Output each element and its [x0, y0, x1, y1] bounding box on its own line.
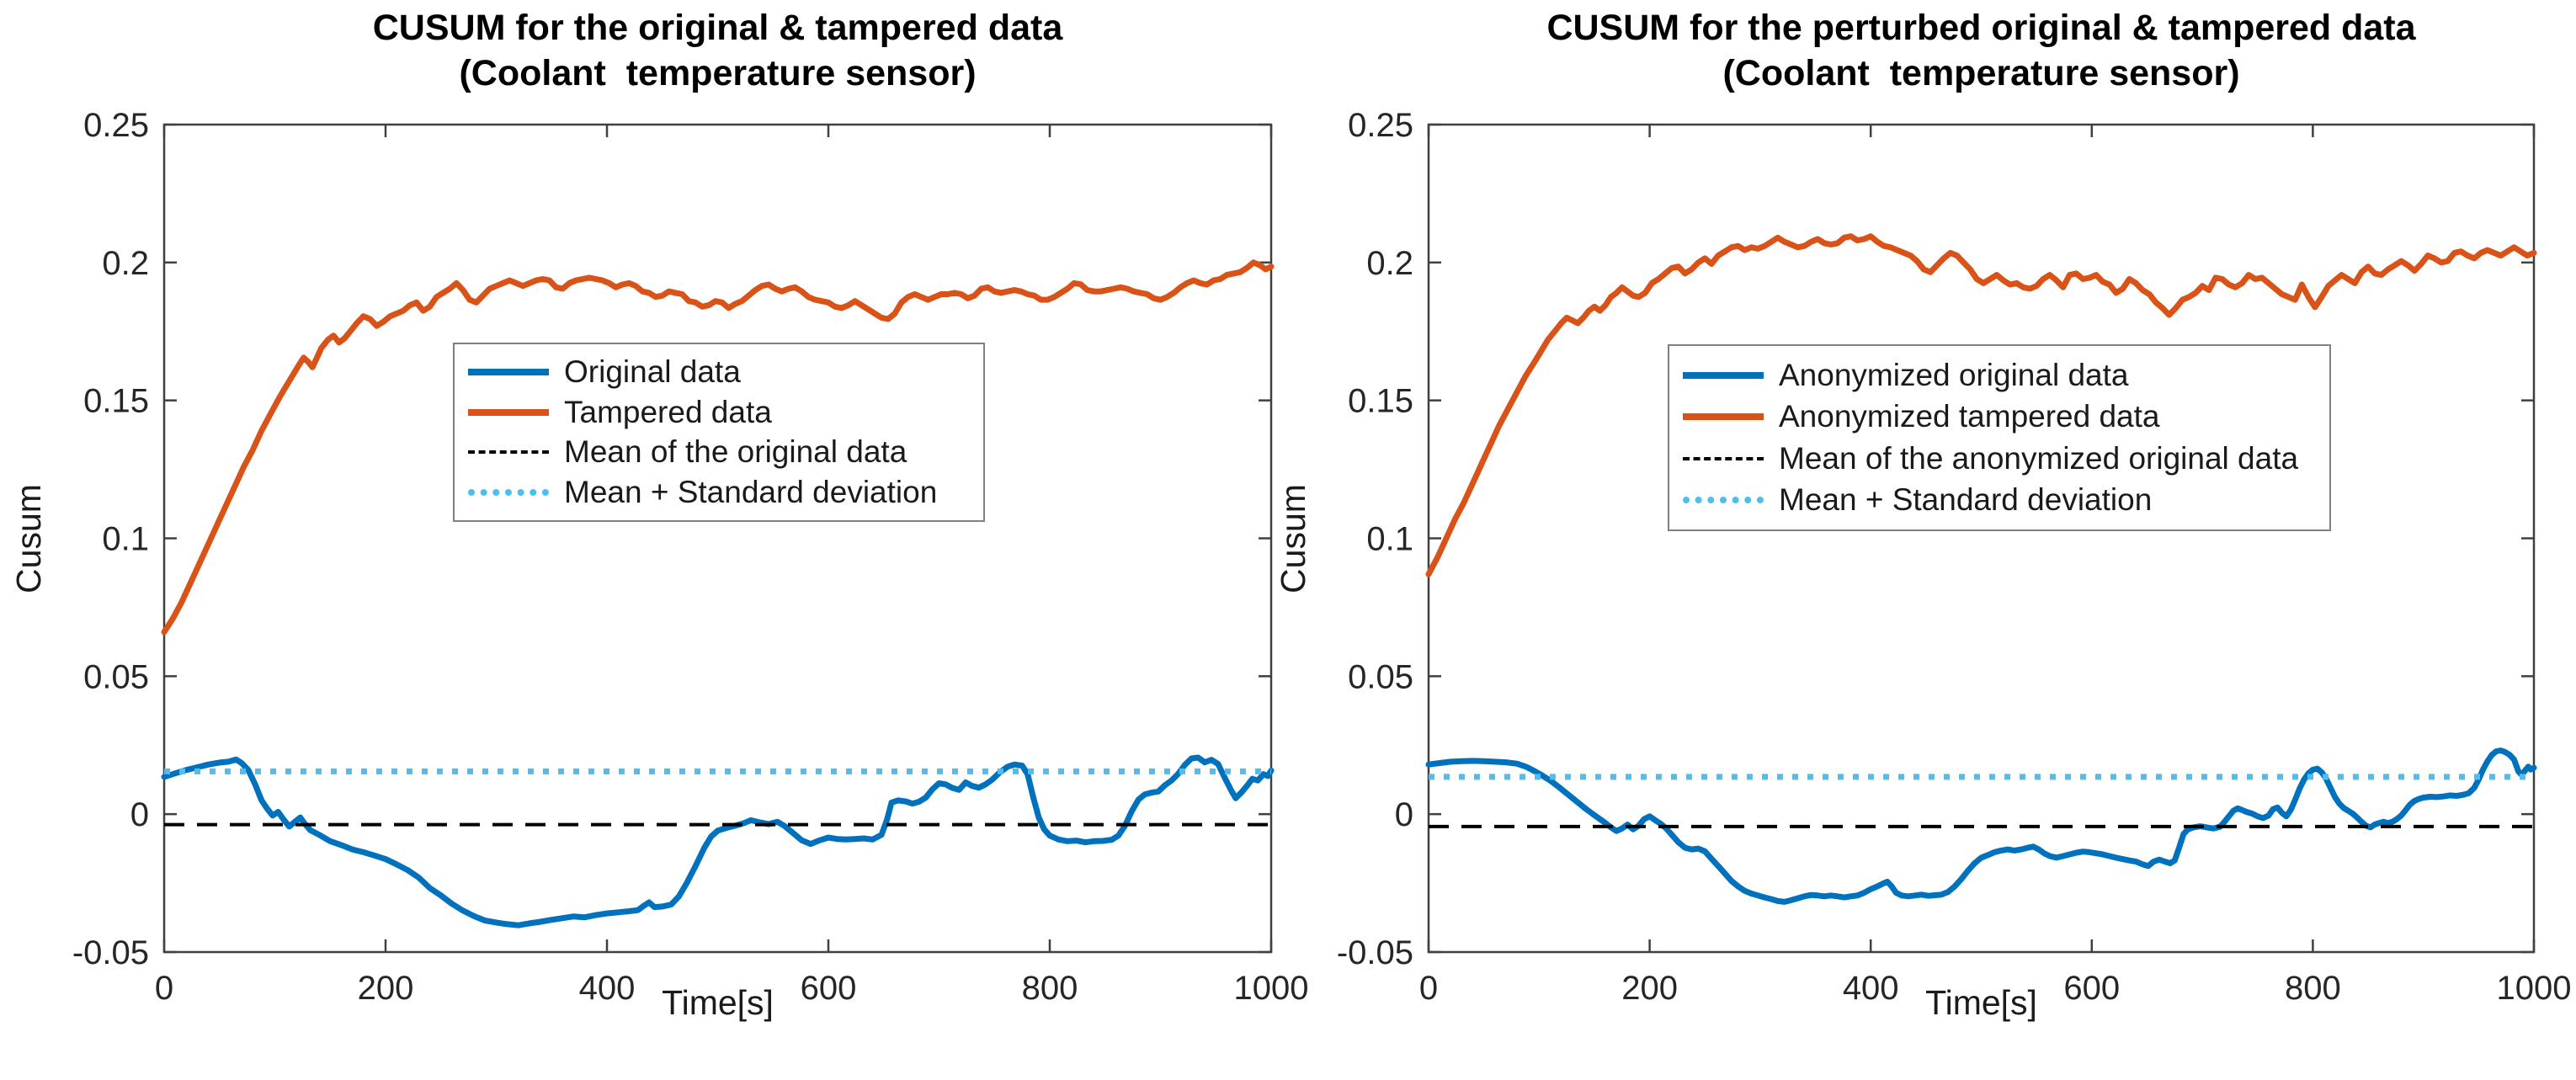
- legend-label: Mean of the original data: [564, 434, 907, 470]
- y-tick-label: 0.2: [102, 245, 149, 282]
- legend-item-anonymized-original-data: Anonymized original data: [1683, 358, 2321, 393]
- left-x-axis-label: Time[s]: [662, 983, 774, 1022]
- tampered-data-line-sample: [468, 408, 549, 416]
- legend-item-mean: Mean of the original data: [468, 434, 975, 470]
- x-tick-label: 600: [2063, 970, 2120, 1007]
- y-tick-label: 0.05: [83, 658, 149, 695]
- y-tick-label: 0.1: [1366, 521, 1413, 558]
- left-title-line2: (Coolant temperature sensor): [459, 53, 977, 93]
- y-tick-label: -0.05: [1337, 934, 1413, 971]
- y-tick-label: 0.25: [83, 107, 149, 144]
- legend-item-anonymized-tampered-data: Anonymized tampered data: [1683, 399, 2321, 434]
- x-tick-label: 400: [579, 970, 636, 1007]
- original-data-line-sample: [468, 368, 549, 375]
- y-tick-label: 0.15: [1348, 383, 1413, 420]
- right-legend: Anonymized original data Anonymized tamp…: [1668, 344, 2331, 531]
- legend-label: Original data: [564, 354, 741, 389]
- series-anonymized-original-line: [1425, 747, 2537, 905]
- legend-label: Tampered data: [564, 394, 772, 429]
- mean-plus-std-line-sample: [1683, 497, 1764, 504]
- mean-line-sample: [1683, 456, 1764, 460]
- x-tick-label: 400: [1843, 970, 1899, 1007]
- right-title-line2: (Coolant temperature sensor): [1722, 53, 2240, 93]
- legend-item-tampered-data: Tampered data: [468, 395, 975, 430]
- plot-area-1: 0 200 400 600 800 1000-0.0500.050.10.150.20.2…: [1337, 107, 2572, 1007]
- mean-plus-std-line-sample: [468, 489, 549, 497]
- x-tick-label: 600: [801, 970, 857, 1007]
- right-x-axis-label: Time[s]: [1925, 983, 2037, 1022]
- legend-label: Anonymized original data: [1779, 357, 2129, 392]
- anonymized-tampered-line-sample: [1683, 413, 1764, 421]
- legend-label: Mean of the anonymized original data: [1779, 440, 2299, 476]
- y-tick-label: -0.05: [72, 934, 149, 971]
- legend-label: Mean + Standard deviation: [1779, 482, 2153, 518]
- series-original-line: [161, 754, 1275, 928]
- left-y-axis-label: Cusum: [9, 484, 48, 593]
- x-tick-label: 800: [1022, 970, 1078, 1007]
- y-tick-label: 0.25: [1348, 107, 1413, 144]
- x-tick-label: 0: [1419, 970, 1438, 1007]
- x-tick-label: 1000: [2497, 970, 2572, 1007]
- legend-item-mean-plus-std: Mean + Standard deviation: [1683, 482, 2321, 518]
- y-tick-label: 0: [1395, 796, 1413, 833]
- legend-item-mean: Mean of the anonymized original data: [1683, 441, 2321, 476]
- y-tick-label: 0.05: [1348, 658, 1413, 695]
- mean-line-sample: [468, 450, 549, 455]
- y-tick-label: 0.1: [102, 521, 149, 558]
- x-tick-label: 0: [155, 970, 173, 1007]
- anonymized-original-line-sample: [1683, 371, 1764, 379]
- right-title-line1: CUSUM for the perturbed original & tampe…: [1546, 8, 2416, 48]
- left-legend: Original data Tampered data Mean of the …: [453, 343, 985, 522]
- series-anonymized-tampered-line: [1425, 233, 2537, 577]
- right-y-axis-label: Cusum: [1274, 484, 1312, 593]
- right-chart-title: CUSUM for the perturbed original & tampe…: [1429, 5, 2534, 96]
- plot-area-0: 0 200 400 600 800 1000-0.0500.050.10.150.20.2…: [72, 107, 1309, 1007]
- legend-item-mean-plus-std: Mean + Standard deviation: [468, 475, 975, 510]
- legend-item-original-data: Original data: [468, 354, 975, 390]
- left-title-line1: CUSUM for the original & tampered data: [372, 8, 1063, 48]
- y-tick-label: 0.15: [83, 383, 149, 420]
- x-tick-label: 200: [1621, 970, 1678, 1007]
- legend-label: Anonymized tampered data: [1779, 399, 2160, 434]
- y-tick-label: 0: [130, 796, 149, 833]
- x-tick-label: 800: [2285, 970, 2341, 1007]
- x-tick-label: 1000: [1234, 970, 1309, 1007]
- y-tick-label: 0.2: [1366, 245, 1413, 282]
- legend-label: Mean + Standard deviation: [564, 475, 938, 510]
- left-chart-title: CUSUM for the original & tampered data (C…: [164, 5, 1271, 96]
- series-tampered-line: [161, 259, 1275, 636]
- x-tick-label: 200: [358, 970, 414, 1007]
